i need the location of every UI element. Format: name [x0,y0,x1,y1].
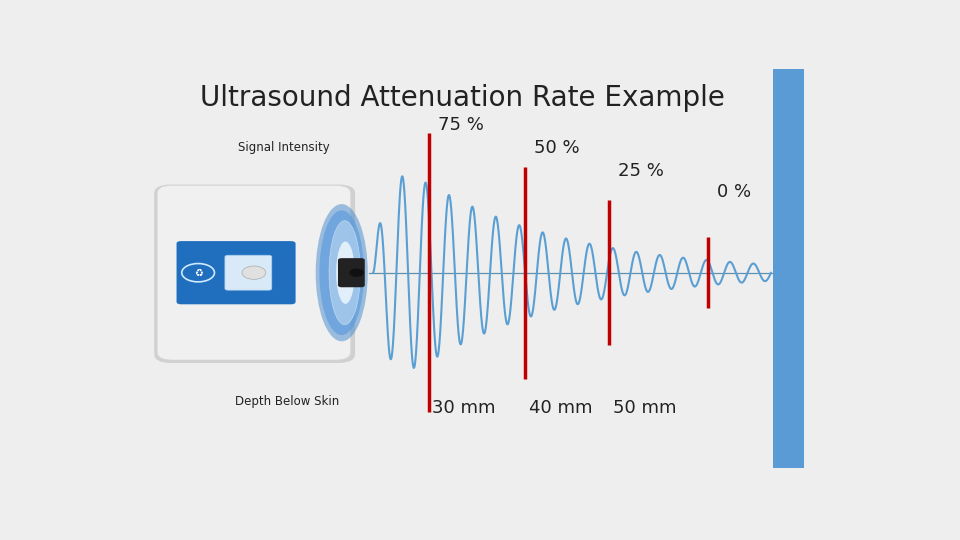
Text: 40 mm: 40 mm [529,399,592,417]
Text: 75 %: 75 % [438,116,484,134]
FancyBboxPatch shape [225,255,272,290]
Text: 50 mm: 50 mm [612,399,676,417]
Text: ♻: ♻ [194,268,203,278]
Ellipse shape [329,221,360,325]
Circle shape [349,268,364,277]
FancyBboxPatch shape [177,241,296,305]
Ellipse shape [320,210,364,335]
FancyBboxPatch shape [157,185,350,360]
FancyBboxPatch shape [155,185,355,363]
Text: 50 %: 50 % [535,139,580,157]
Circle shape [242,266,266,279]
Text: 30 mm: 30 mm [432,399,496,417]
Ellipse shape [316,204,368,341]
FancyBboxPatch shape [338,258,365,287]
Text: Signal Intensity: Signal Intensity [238,141,329,154]
Text: Ultrasound Attenuation Rate Example: Ultrasound Attenuation Rate Example [200,84,725,112]
Text: 25 %: 25 % [617,162,663,180]
FancyBboxPatch shape [773,69,804,468]
Text: Depth Below Skin: Depth Below Skin [235,395,340,408]
Circle shape [181,264,214,282]
Ellipse shape [336,241,355,304]
Text: 0 %: 0 % [717,183,751,201]
